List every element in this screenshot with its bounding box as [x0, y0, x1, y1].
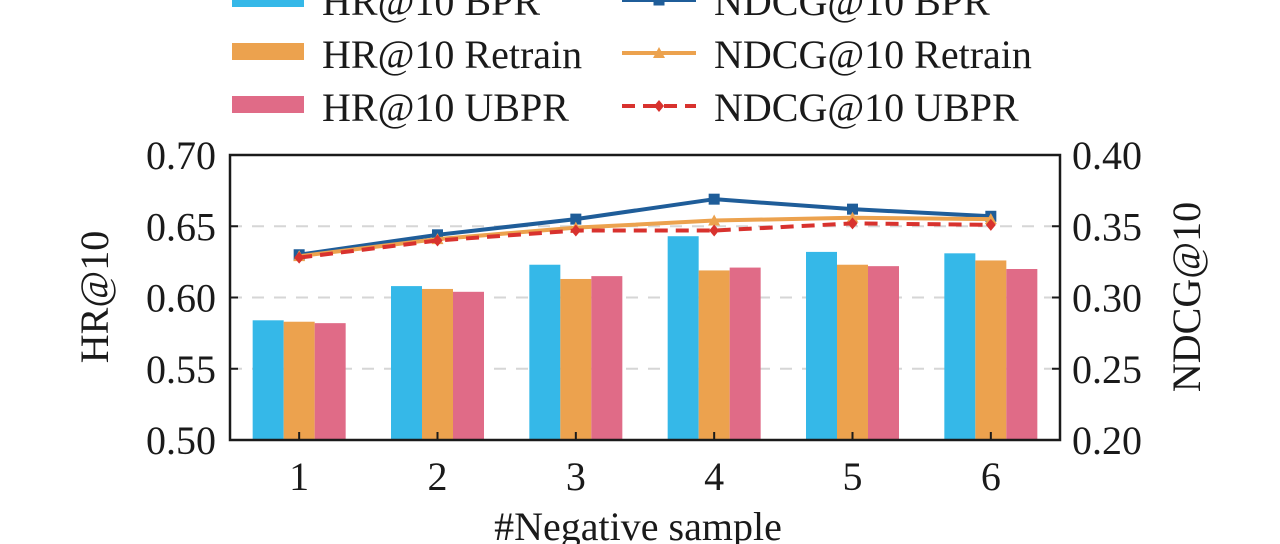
bar-hr-10-ubpr-6	[1006, 269, 1038, 440]
y2-tick-label: 0.20	[1072, 418, 1142, 463]
y-tick-label: 0.65	[146, 204, 216, 249]
bar-hr-10-ubpr-2	[453, 291, 484, 440]
y2-tick-label: 0.35	[1072, 204, 1142, 249]
point-ndcg-10-retrain-6	[984, 213, 997, 225]
y2-tick-label: 0.30	[1072, 276, 1142, 321]
bar-hr-10-ubpr-1	[314, 323, 346, 440]
y2-tick-label: 0.40	[1072, 133, 1142, 178]
legend-label: NDCG@10 UBPR	[714, 85, 1019, 130]
point-ndcg-10-ubpr-5	[847, 217, 858, 230]
line-ndcg-10-ubpr	[298, 221, 991, 260]
legend-label: HR@10 Retrain	[322, 32, 582, 77]
bar-hr-10-bpr-4	[667, 236, 699, 440]
bar-hr-10-ubpr-4	[729, 267, 761, 440]
bar-hr-10-retrain-4	[698, 270, 730, 440]
point-ndcg-10-bpr-4	[708, 193, 720, 205]
point-ndcg-10-ubpr-4	[709, 224, 720, 237]
line-marks	[293, 193, 997, 264]
x-tick-label: 6	[981, 454, 1001, 499]
legend-label: HR@10 UBPR	[322, 85, 569, 130]
legend-marker	[653, 47, 665, 58]
bar-hr-10-bpr-1	[252, 320, 284, 440]
x-tick-label: 2	[428, 454, 448, 499]
gridlines	[230, 225, 1060, 370]
bar-hr-10-retrain-3	[560, 278, 592, 440]
point-ndcg-10-ubpr-3	[570, 224, 581, 237]
legend-swatch	[232, 43, 304, 60]
bar-hr-10-retrain-5	[837, 264, 868, 440]
left-axis-ticks: 0.50 0.55 0.60 0.65 0.70	[146, 133, 238, 463]
x-tick-label: 1	[289, 454, 309, 499]
bar-hr-10-retrain-6	[975, 260, 1007, 440]
legend: HR@10 BPR HR@10 Retrain HR@10 UBPR NDCG@10 …	[232, 0, 1032, 130]
bar-hr-10-ubpr-5	[868, 266, 899, 440]
y-tick-label: 0.55	[146, 347, 216, 392]
right-axis-ticks: 0.20 0.25 0.30 0.35 0.40	[1052, 133, 1142, 463]
point-ndcg-10-retrain-5	[846, 211, 859, 223]
y-tick-label: 0.50	[146, 418, 216, 463]
bar-hr-10-retrain-1	[283, 321, 315, 440]
point-ndcg-10-ubpr-1	[294, 251, 305, 264]
x-tick-label: 5	[843, 454, 863, 499]
legend-label: NDCG@10 BPR	[714, 0, 990, 24]
bar-hr-10-bpr-3	[529, 264, 561, 440]
point-ndcg-10-retrain-4	[708, 214, 721, 226]
x-tick-label: 3	[566, 454, 586, 499]
bar-hr-10-bpr-6	[944, 253, 976, 440]
legend-marker	[653, 0, 665, 6]
bar-marks	[252, 236, 1038, 440]
point-ndcg-10-bpr-3	[570, 213, 582, 225]
x-tick-label: 4	[704, 454, 724, 499]
y-tick-label: 0.70	[146, 133, 216, 178]
point-ndcg-10-ubpr-6	[985, 218, 996, 231]
y-tick-label: 0.60	[146, 276, 216, 321]
bar-hr-10-bpr-2	[391, 286, 422, 440]
y2-axis-label: NDCG@10	[1164, 202, 1209, 392]
bar-hr-10-ubpr-3	[591, 276, 623, 440]
legend-label: HR@10 BPR	[322, 0, 540, 24]
x-axis-label: #Negative sample	[494, 504, 782, 544]
y2-tick-label: 0.25	[1072, 347, 1142, 392]
point-ndcg-10-ubpr-2	[432, 234, 443, 247]
bar-hr-10-bpr-5	[806, 251, 837, 440]
bar-hr-10-retrain-2	[422, 288, 453, 440]
y-axis-label: HR@10	[72, 231, 117, 363]
point-ndcg-10-bpr-5	[847, 203, 858, 215]
line-ndcg-10-bpr	[298, 197, 991, 257]
legend-swatch	[232, 96, 304, 113]
legend-label: NDCG@10 Retrain	[714, 32, 1032, 77]
legend-swatch	[232, 0, 304, 7]
x-axis-ticks: 1 2 3 4 5 6	[289, 432, 1001, 499]
legend-marker	[654, 100, 664, 112]
